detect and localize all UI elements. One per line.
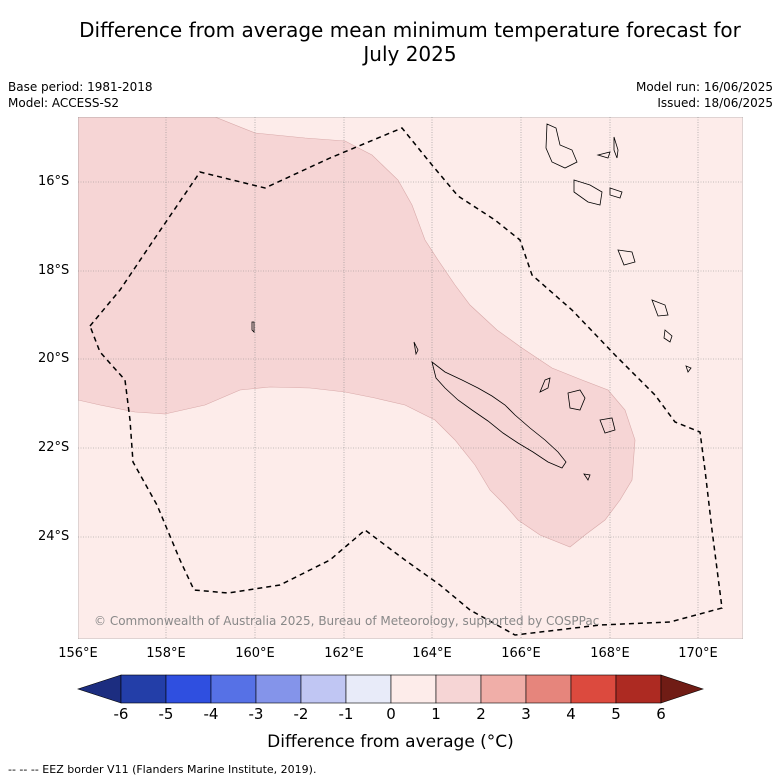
issued-date: Issued: 18/06/2025	[657, 96, 773, 110]
lon-label-160e: 160°E	[235, 646, 275, 661]
colorbar-tick: 0	[386, 705, 396, 723]
isle-of-pines	[583, 473, 591, 481]
vanuatu-pentecost	[613, 136, 619, 159]
colorbar-segment	[390, 674, 437, 704]
title-line-1: Difference from average mean minimum tem…	[79, 18, 741, 42]
colorbar-segment	[480, 674, 527, 704]
colorbar-tick: 2	[476, 705, 486, 723]
lat-label-24s: 24°S	[38, 529, 70, 544]
lat-label-18s: 18°S	[38, 263, 70, 278]
copyright-notice: © Commonwealth of Australia 2025, Bureau…	[94, 614, 600, 628]
meta-left: Base period: 1981-2018 Model: ACCESS-S2	[8, 79, 153, 111]
colorbar-tick: -3	[248, 705, 264, 723]
lon-label-168e: 168°E	[590, 646, 630, 661]
vanuatu-tanna	[663, 329, 673, 343]
colorbar-tick: 3	[521, 705, 531, 723]
colorbar-tick: 5	[611, 705, 621, 723]
vanuatu-espiritu-santo	[545, 123, 578, 169]
colorbar-tick: -1	[338, 705, 354, 723]
colorbar-tick: 4	[566, 705, 576, 723]
chart-title: Difference from average mean minimum tem…	[40, 18, 780, 66]
colorbar-segment	[120, 674, 167, 704]
colorbar-segment	[525, 674, 572, 704]
colorbar-segment	[165, 674, 212, 704]
colorbar-extend-high	[660, 674, 704, 704]
colorbar-tick: 1	[431, 705, 441, 723]
vanuatu-epi	[609, 187, 623, 199]
vanuatu-aneityum	[685, 365, 692, 373]
anomaly-region-1-2	[78, 117, 636, 548]
mare	[599, 417, 616, 434]
colorbar-segment	[435, 674, 482, 704]
ouvea	[539, 377, 551, 393]
coastlines	[251, 123, 692, 481]
lon-label-170e: 170°E	[678, 646, 718, 661]
model-run: Model run: 16/06/2025	[635, 80, 773, 94]
vanuatu-ambae	[596, 151, 611, 159]
colorbar-segment	[210, 674, 257, 704]
colorbar-segment	[570, 674, 617, 704]
colorbar-tick: -5	[158, 705, 174, 723]
lat-label-22s: 22°S	[38, 440, 70, 455]
colorbar-tick: 6	[656, 705, 666, 723]
base-period: Base period: 1981-2018	[8, 80, 153, 94]
chesterfield-reef	[251, 321, 255, 333]
title-line-2: July 2025	[363, 42, 457, 66]
new-caledonia-grande-terre	[431, 360, 567, 469]
colorbar-segment	[615, 674, 662, 704]
lon-label-162e: 162°E	[324, 646, 364, 661]
meta-right: Model run: 16/06/2025 Issued: 18/06/2025	[636, 79, 773, 111]
lon-label-158e: 158°E	[146, 646, 186, 661]
vanuatu-erromango	[651, 299, 669, 317]
lon-label-156e: 156°E	[58, 646, 98, 661]
colorbar-segment	[345, 674, 392, 704]
graticule	[78, 117, 743, 639]
colorbar-tick: -6	[113, 705, 129, 723]
model-name: Model: ACCESS-S2	[8, 96, 120, 110]
lat-label-20s: 20°S	[38, 351, 70, 366]
lon-label-166e: 166°E	[501, 646, 541, 661]
vanuatu-efate	[617, 249, 636, 266]
lat-label-16s: 16°S	[38, 174, 70, 189]
colorbar-segment	[300, 674, 347, 704]
colorbar-tick: -2	[293, 705, 309, 723]
lon-label-164e: 164°E	[412, 646, 452, 661]
lifou	[567, 389, 586, 411]
colorbar-segment	[255, 674, 302, 704]
belep-islands	[413, 341, 419, 356]
colorbar-label: Difference from average (°C)	[267, 732, 514, 752]
colorbar-extend-low	[77, 674, 122, 704]
vanuatu-malakula	[573, 179, 603, 206]
colorbar-tick: -4	[203, 705, 219, 723]
eez-footnote: -- -- -- EEZ border V11 (Flanders Marine…	[8, 763, 317, 776]
